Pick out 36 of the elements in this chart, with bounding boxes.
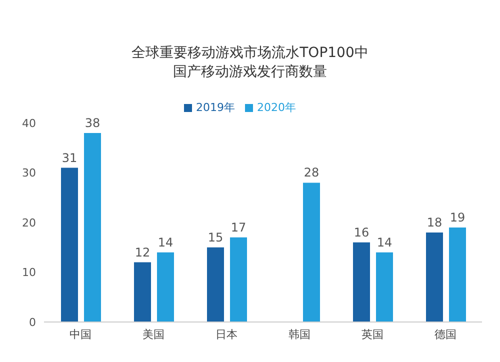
x-tick-label: 英国: [362, 328, 384, 341]
y-tick-label: 20: [22, 216, 36, 230]
bar: [61, 168, 78, 322]
bar: [207, 247, 224, 322]
x-tick-label: 韩国: [288, 328, 310, 341]
bar: [303, 182, 320, 322]
data-label: 12: [134, 245, 150, 260]
data-label: 31: [62, 150, 78, 165]
y-tick-label: 10: [22, 266, 36, 280]
x-tick-label: 美国: [142, 328, 164, 341]
bar: [353, 242, 370, 322]
x-tick-label: 中国: [70, 328, 92, 341]
data-label: 28: [304, 166, 320, 180]
y-tick-label: 30: [22, 166, 36, 180]
bar: [426, 232, 443, 322]
data-label: 16: [354, 225, 370, 240]
data-label: 19: [450, 210, 466, 224]
legend-label: 2020年: [257, 101, 296, 114]
bar: [449, 227, 466, 322]
bar: [230, 237, 247, 322]
data-label: 15: [208, 230, 224, 244]
y-tick-label: 0: [29, 316, 36, 329]
y-tick-label: 40: [22, 116, 36, 130]
bar: [157, 252, 174, 322]
bar: [84, 132, 101, 322]
chart-title: 全球重要移动游戏市场流水TOP100中国产移动游戏发行商数量: [131, 44, 369, 82]
data-label: 38: [84, 116, 100, 130]
data-label: 14: [376, 235, 392, 250]
legend-label: 2019年: [196, 101, 235, 114]
x-tick-label: 日本: [216, 328, 238, 341]
bar: [134, 262, 151, 322]
data-label: 18: [426, 215, 442, 230]
x-tick-label: 德国: [434, 328, 456, 341]
data-label: 17: [230, 220, 246, 234]
data-label: 14: [158, 235, 174, 250]
bar: [376, 252, 393, 322]
